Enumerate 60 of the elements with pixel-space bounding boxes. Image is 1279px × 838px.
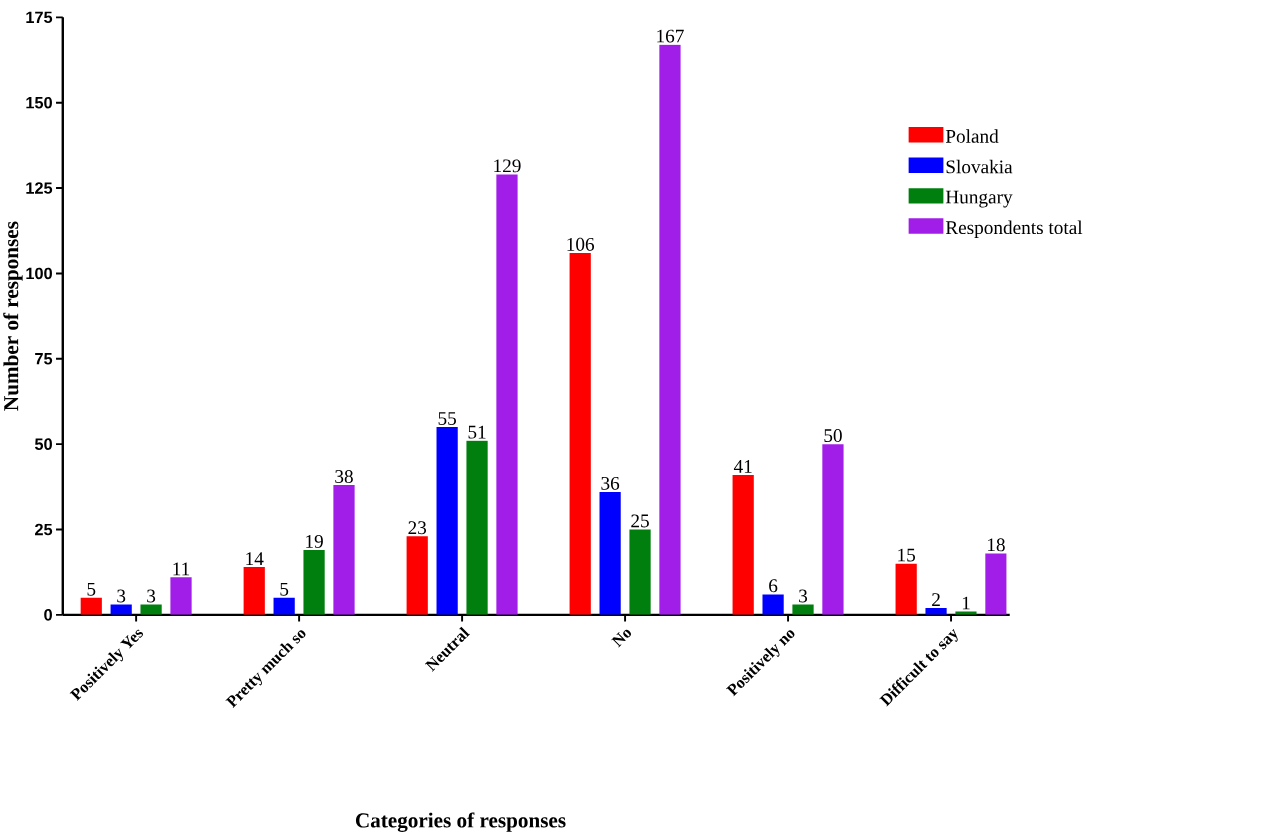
bar (732, 474, 754, 615)
data-label: 3 (799, 589, 808, 603)
legend-label: Poland (945, 129, 999, 143)
data-label: 19 (306, 535, 323, 548)
data-label: 3 (117, 589, 126, 603)
data-label: 50 (824, 429, 842, 443)
data-label: 38 (335, 470, 353, 484)
bar (629, 529, 651, 615)
bar (466, 440, 488, 615)
y-tick-label: 50 (34, 438, 52, 451)
bar (496, 174, 518, 615)
data-label: 129 (494, 159, 521, 173)
legend-label: Slovakia (946, 159, 1013, 174)
data-label: 15 (898, 548, 916, 562)
data-label: 55 (438, 412, 456, 426)
data-label: 3 (147, 589, 156, 603)
data-label: 14 (246, 552, 264, 566)
bar (792, 604, 814, 615)
bar (406, 536, 428, 615)
data-label: 25 (631, 514, 649, 528)
bar (762, 594, 784, 615)
bar (599, 492, 621, 615)
y-tick-label: 175 (26, 11, 53, 24)
data-label: 5 (280, 582, 289, 596)
data-label: 106 (567, 237, 595, 251)
bar (333, 485, 355, 615)
data-label: 18 (988, 538, 1005, 552)
data-label: 167 (657, 29, 684, 43)
data-label: 2 (932, 593, 940, 606)
y-tick-label: 150 (26, 97, 52, 109)
bar (436, 427, 458, 615)
data-label: 41 (733, 460, 752, 473)
data-label: 5 (87, 582, 96, 596)
x-axis-title: Categories of responses (355, 812, 566, 833)
bar (659, 44, 681, 615)
y-tick-label: 125 (26, 182, 53, 194)
data-label: 51 (468, 425, 486, 439)
bar (303, 550, 325, 615)
bar (822, 444, 844, 615)
data-label: 36 (601, 476, 620, 490)
y-axis-title: Number of responses (3, 221, 23, 411)
bar (80, 597, 102, 615)
bar (985, 553, 1007, 615)
data-label: 1 (962, 596, 970, 610)
y-tick-label: 25 (35, 523, 53, 536)
data-label: 11 (173, 562, 190, 576)
bar (273, 597, 295, 615)
bar (569, 253, 591, 615)
legend-label: Hungary (945, 190, 1013, 208)
bar (895, 563, 917, 615)
bar (140, 604, 162, 615)
bar (170, 577, 192, 615)
x-tick-label: No (611, 629, 632, 648)
y-tick-label: 100 (26, 267, 52, 280)
data-label: 6 (769, 579, 778, 593)
data-label: 23 (408, 521, 427, 535)
bar (243, 567, 265, 615)
y-tick-label: 75 (35, 353, 53, 365)
y-tick-label: 0 (44, 609, 52, 621)
legend-label: Respondents total (945, 220, 1083, 239)
